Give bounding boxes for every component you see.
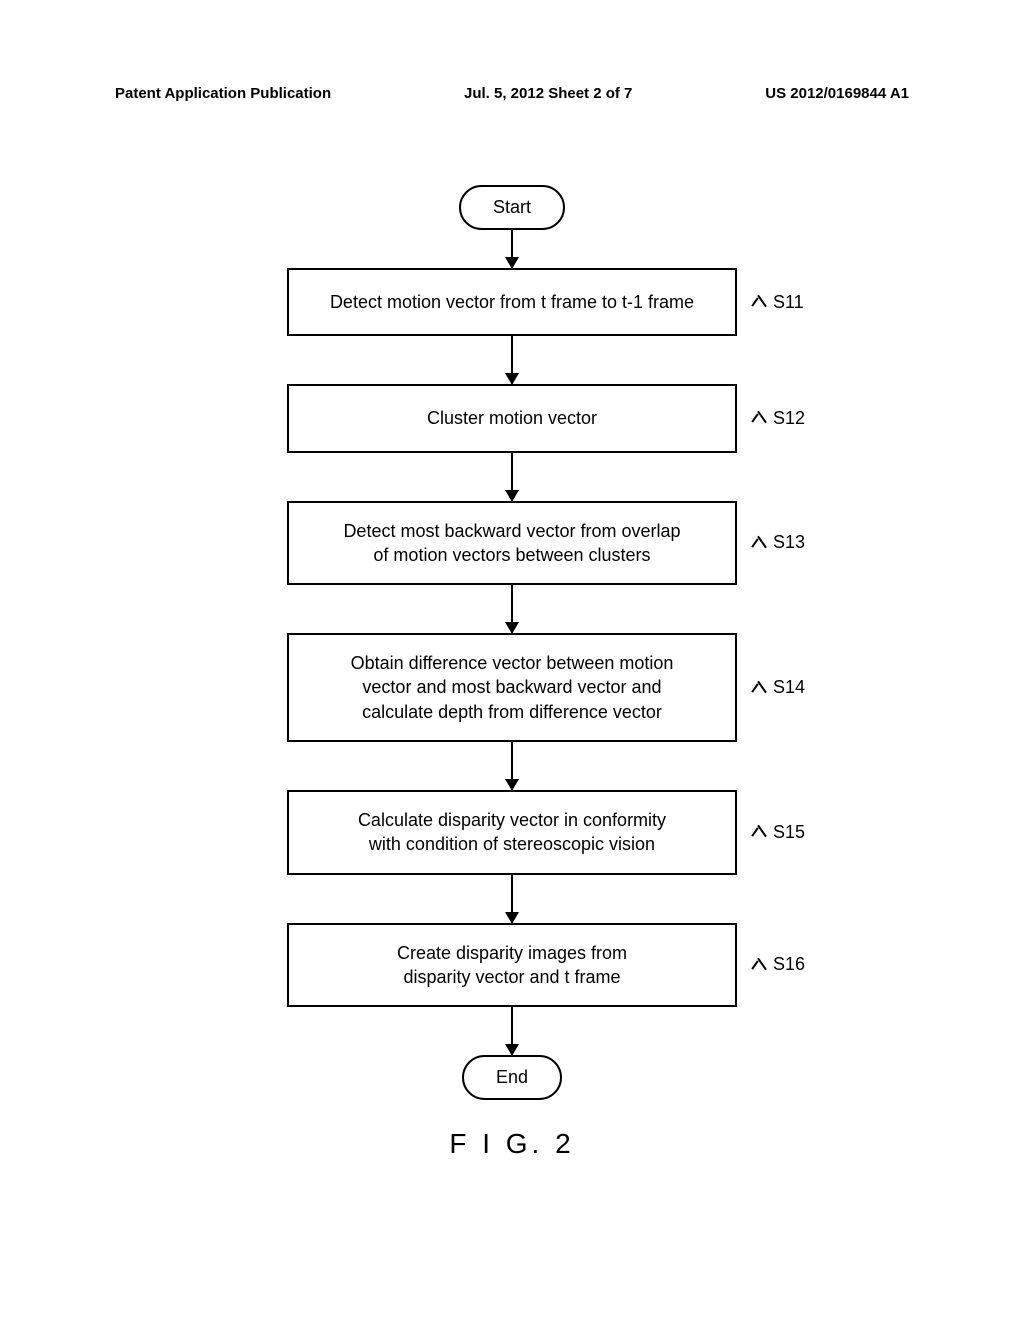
step-s13: Detect most backward vector from overlap… bbox=[287, 501, 737, 586]
arrow-icon bbox=[511, 336, 513, 384]
step-s16-wrapper: Create disparity images fromdisparity ve… bbox=[287, 923, 737, 1008]
step-s13-label: S13 bbox=[751, 532, 805, 553]
step-s14: Obtain difference vector between motionv… bbox=[287, 633, 737, 742]
step-s11-label: S11 bbox=[751, 292, 804, 313]
tick-icon bbox=[751, 680, 767, 696]
step-s14-label: S14 bbox=[751, 677, 805, 698]
arrow-icon bbox=[511, 1007, 513, 1055]
terminal-start: Start bbox=[459, 185, 565, 230]
step-s16-label: S16 bbox=[751, 954, 805, 975]
step-s12-label: S12 bbox=[751, 408, 805, 429]
label-text: S14 bbox=[773, 677, 805, 698]
step-s16: Create disparity images fromdisparity ve… bbox=[287, 923, 737, 1008]
step-s13-wrapper: Detect most backward vector from overlap… bbox=[287, 501, 737, 586]
arrow-icon bbox=[511, 742, 513, 790]
step-s15: Calculate disparity vector in conformity… bbox=[287, 790, 737, 875]
step-s12: Cluster motion vector bbox=[287, 384, 737, 452]
tick-icon bbox=[751, 294, 767, 310]
step-s15-label: S15 bbox=[751, 822, 805, 843]
step-s15-wrapper: Calculate disparity vector in conformity… bbox=[287, 790, 737, 875]
step-s14-wrapper: Obtain difference vector between motionv… bbox=[287, 633, 737, 742]
flowchart-container: Start Detect motion vector from t frame … bbox=[0, 185, 1024, 1160]
label-text: S11 bbox=[773, 292, 804, 313]
tick-icon bbox=[751, 410, 767, 426]
step-s12-wrapper: Cluster motion vector S12 bbox=[287, 384, 737, 452]
arrow-icon bbox=[511, 453, 513, 501]
arrow-icon bbox=[511, 230, 513, 268]
header-right: US 2012/0169844 A1 bbox=[765, 85, 909, 102]
step-s11: Detect motion vector from t frame to t-1… bbox=[287, 268, 737, 336]
figure-label: F I G. 2 bbox=[449, 1128, 574, 1160]
terminal-end: End bbox=[462, 1055, 562, 1100]
header-left: Patent Application Publication bbox=[115, 85, 331, 102]
label-text: S12 bbox=[773, 408, 805, 429]
arrow-icon bbox=[511, 585, 513, 633]
arrow-icon bbox=[511, 875, 513, 923]
tick-icon bbox=[751, 535, 767, 551]
tick-icon bbox=[751, 957, 767, 973]
step-s11-wrapper: Detect motion vector from t frame to t-1… bbox=[287, 268, 737, 336]
label-text: S15 bbox=[773, 822, 805, 843]
tick-icon bbox=[751, 824, 767, 840]
label-text: S13 bbox=[773, 532, 805, 553]
label-text: S16 bbox=[773, 954, 805, 975]
header-center: Jul. 5, 2012 Sheet 2 of 7 bbox=[464, 85, 632, 102]
